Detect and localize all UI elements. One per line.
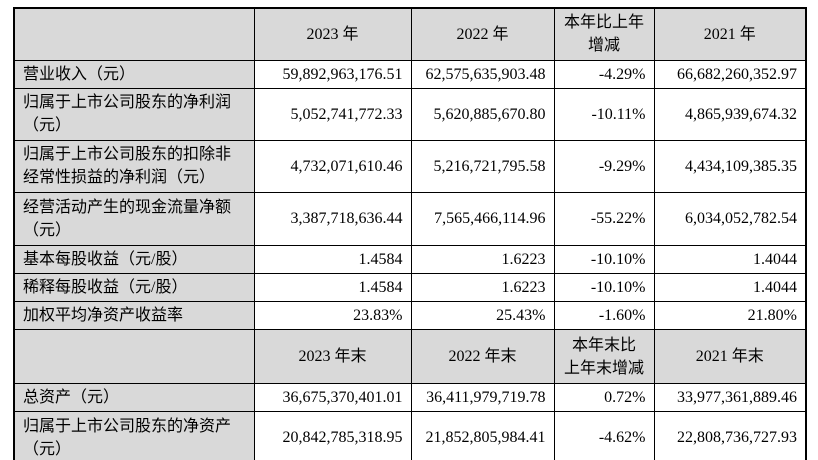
header-yoy-change: 本年比上年 增减 [553, 7, 655, 61]
value-2022: 5,216,721,795.58 [410, 139, 555, 193]
value-2021: 21.80% [653, 301, 807, 331]
header-end-change: 本年末比 上年末增减 [553, 329, 655, 385]
table-row-revenue: 营业收入（元） 59,892,963,176.51 62,575,635,903… [13, 59, 807, 89]
value-change: -4.62% [553, 411, 655, 460]
blank-header-cell [13, 7, 255, 61]
value-2021: 4,865,939,674.32 [653, 87, 807, 141]
value-change: -55.22% [553, 191, 655, 246]
value-2021: 22,808,736,727.93 [653, 411, 807, 460]
metric-label: 归属于上市公司股东的扣除非 经常性损益的净利润（元） [13, 139, 255, 193]
value-change: -9.29% [553, 139, 655, 193]
value-change: -10.11% [553, 87, 655, 141]
header-year-2021: 2021 年 [653, 7, 807, 61]
table-row-weighted-avg-roe: 加权平均净资产收益率 23.83% 25.43% -1.60% 21.80% [13, 301, 807, 331]
value-2023: 59,892,963,176.51 [253, 59, 412, 89]
metric-label: 稀释每股收益（元/股） [13, 272, 255, 303]
metric-label: 基本每股收益（元/股） [13, 244, 255, 274]
table-row-operating-cash-flow: 经营活动产生的现金流量净额 （元） 3,387,718,636.44 7,565… [13, 191, 807, 246]
value-2023: 1.4584 [253, 244, 412, 274]
header-end-2022: 2022 年末 [410, 329, 555, 385]
value-2021: 1.4044 [653, 272, 807, 303]
value-2022: 7,565,466,114.96 [410, 191, 555, 246]
period-header-row: 2023 年 2022 年 本年比上年 增减 2021 年 [13, 7, 807, 61]
value-change: -10.10% [553, 272, 655, 303]
table-row-net-assets: 归属于上市公司股东的净资产 （元） 20,842,785,318.95 21,8… [13, 411, 807, 460]
header-end-2021: 2021 年末 [653, 329, 807, 385]
metric-label: 经营活动产生的现金流量净额 （元） [13, 191, 255, 246]
metric-label: 加权平均净资产收益率 [13, 301, 255, 331]
value-2021: 33,977,361,889.46 [653, 383, 807, 413]
value-2023: 5,052,741,772.33 [253, 87, 412, 141]
metric-label: 营业收入（元） [13, 59, 255, 89]
value-2022: 5,620,885,670.80 [410, 87, 555, 141]
table-row-total-assets: 总资产（元） 36,675,370,401.01 36,411,979,719.… [13, 383, 807, 413]
value-change: -4.29% [553, 59, 655, 89]
header-year-2022: 2022 年 [410, 7, 555, 61]
value-change: 0.72% [553, 383, 655, 413]
value-2022: 1.6223 [410, 244, 555, 274]
value-2021: 4,434,109,385.35 [653, 139, 807, 193]
value-change: -1.60% [553, 301, 655, 331]
table-row-basic-eps: 基本每股收益（元/股） 1.4584 1.6223 -10.10% 1.4044 [13, 244, 807, 274]
value-2023: 3,387,718,636.44 [253, 191, 412, 246]
table-row-diluted-eps: 稀释每股收益（元/股） 1.4584 1.6223 -10.10% 1.4044 [13, 272, 807, 303]
value-2021: 66,682,260,352.97 [653, 59, 807, 89]
value-2023: 20,842,785,318.95 [253, 411, 412, 460]
header-end-2023: 2023 年末 [253, 329, 412, 385]
value-2022: 36,411,979,719.78 [410, 383, 555, 413]
value-2021: 6,034,052,782.54 [653, 191, 807, 246]
metric-label: 归属于上市公司股东的净利润 （元） [13, 87, 255, 141]
value-2023: 1.4584 [253, 272, 412, 303]
value-2023: 23.83% [253, 301, 412, 331]
table-row-net-profit: 归属于上市公司股东的净利润 （元） 5,052,741,772.33 5,620… [13, 87, 807, 141]
metric-label: 总资产（元） [13, 383, 255, 413]
financial-summary-table: 2023 年 2022 年 本年比上年 增减 2021 年 营业收入（元） 59… [13, 7, 807, 460]
value-change: -10.10% [553, 244, 655, 274]
value-2022: 62,575,635,903.48 [410, 59, 555, 89]
header-year-2023: 2023 年 [253, 7, 412, 61]
table-row-net-profit-excl-nonrecurring: 归属于上市公司股东的扣除非 经常性损益的净利润（元） 4,732,071,610… [13, 139, 807, 193]
value-2022: 25.43% [410, 301, 555, 331]
value-2021: 1.4044 [653, 244, 807, 274]
blank-header-cell [13, 329, 255, 385]
value-2023: 36,675,370,401.01 [253, 383, 412, 413]
metric-label: 归属于上市公司股东的净资产 （元） [13, 411, 255, 460]
value-2022: 1.6223 [410, 272, 555, 303]
value-2023: 4,732,071,610.46 [253, 139, 412, 193]
value-2022: 21,852,805,984.41 [410, 411, 555, 460]
year-end-header-row: 2023 年末 2022 年末 本年末比 上年末增减 2021 年末 [13, 329, 807, 385]
